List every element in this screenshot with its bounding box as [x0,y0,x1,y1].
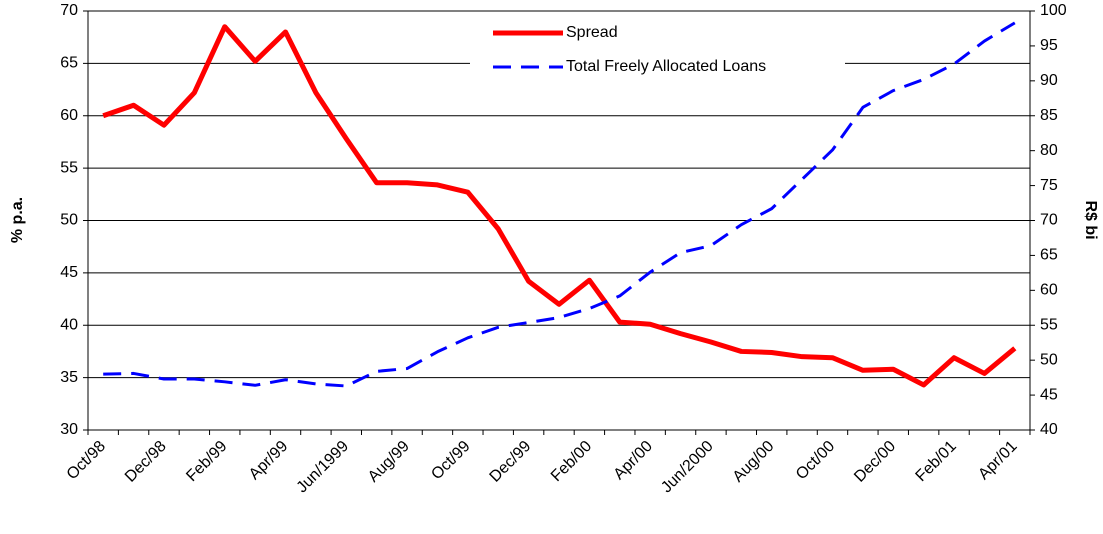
legend-box [470,18,845,74]
plot-frame [87,10,1031,431]
y2-tick-label: 65 [1040,247,1058,264]
y2-tick-label: 90 [1040,72,1058,89]
x-tick-label: Apr/99 [246,438,291,483]
y2-tick-label: 50 [1040,351,1058,368]
y2-tick-label: 100 [1040,2,1067,19]
x-tick-label: Feb/01 [913,438,960,485]
y-tick-label: 35 [60,369,78,386]
y-tick-label: 70 [60,2,78,19]
x-tick-label: Oct/98 [64,438,109,483]
series-line [103,21,1016,388]
x-tick-label: Oct/99 [428,438,473,483]
y2-tick-label: 95 [1040,37,1058,54]
y2-tick-label: 40 [1040,421,1058,438]
y-tick-label: 65 [60,55,78,72]
legend-label: Spread [566,24,618,41]
y2-tick-label: 85 [1040,107,1058,124]
y2-tick-label: 75 [1040,177,1058,194]
x-tick-label: Apr/00 [611,438,656,483]
x-tick-label: Oct/00 [793,438,838,483]
x-tick-label: Aug/00 [730,438,778,486]
x-tick-label: Aug/99 [365,438,413,486]
x-tick-label: Jun/1999 [294,438,353,497]
x-tick-label: Dec/99 [487,438,535,486]
y-tick-label: 45 [60,264,78,281]
y2-tick-label: 55 [1040,316,1058,333]
x-tick-label: Feb/99 [183,438,230,485]
x-tick-label: Dec/00 [851,438,899,486]
y-tick-label: 50 [60,212,78,229]
y2-tick-label: 80 [1040,142,1058,159]
x-tick-label: Jun/2000 [658,438,717,497]
y-tick-label: 60 [60,107,78,124]
y2-tick-label: 45 [1040,386,1058,403]
legend-label: Total Freely Allocated Loans [566,58,766,75]
x-tick-label: Dec/98 [122,438,170,486]
x-tick-label: Apr/01 [975,438,1020,483]
y-tick-label: 55 [60,159,78,176]
y2-axis-label: R$ bi [1082,200,1099,239]
x-tick-label: Feb/00 [548,438,595,485]
y-axis-label: % p.a. [9,197,26,243]
y2-tick-label: 70 [1040,212,1058,229]
y2-tick-label: 60 [1040,282,1058,299]
y-tick-label: 40 [60,316,78,333]
series-line [102,24,1017,388]
y-tick-label: 30 [60,421,78,438]
